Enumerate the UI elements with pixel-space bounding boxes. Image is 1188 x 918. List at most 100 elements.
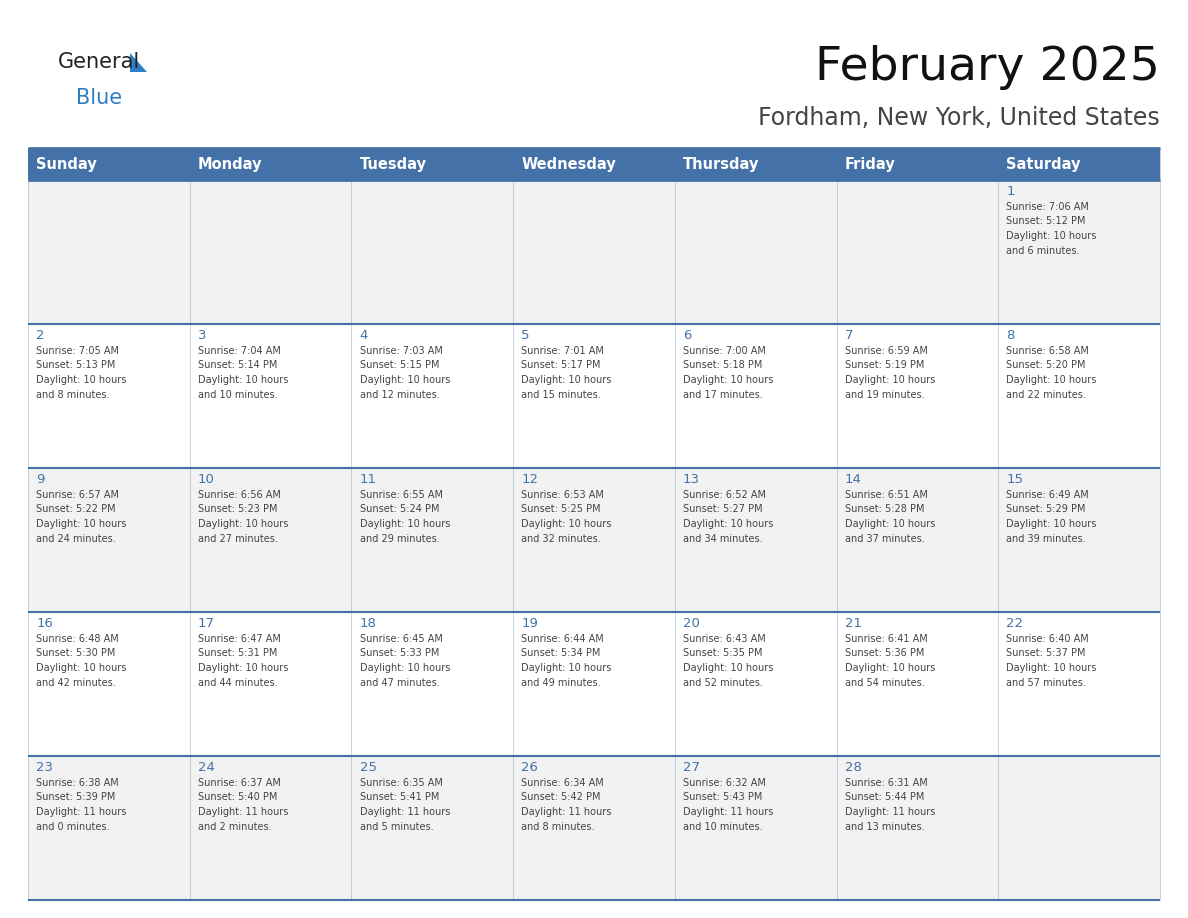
- Text: Sunrise: 7:06 AM: Sunrise: 7:06 AM: [1006, 202, 1089, 212]
- Text: Sunset: 5:40 PM: Sunset: 5:40 PM: [197, 792, 277, 802]
- Bar: [29, 148, 190, 180]
- Text: Daylight: 10 hours: Daylight: 10 hours: [683, 375, 773, 385]
- Text: Sunset: 5:13 PM: Sunset: 5:13 PM: [36, 361, 115, 371]
- Text: February 2025: February 2025: [815, 46, 1159, 91]
- Text: and 29 minutes.: and 29 minutes.: [360, 533, 440, 543]
- Text: Sunset: 5:15 PM: Sunset: 5:15 PM: [360, 361, 440, 371]
- Text: Sunrise: 6:57 AM: Sunrise: 6:57 AM: [36, 490, 119, 500]
- Text: Sunrise: 7:00 AM: Sunrise: 7:00 AM: [683, 346, 766, 356]
- Text: Sunset: 5:31 PM: Sunset: 5:31 PM: [197, 648, 277, 658]
- Text: Sunrise: 6:35 AM: Sunrise: 6:35 AM: [360, 778, 442, 788]
- Text: Sunset: 5:24 PM: Sunset: 5:24 PM: [360, 505, 440, 514]
- Text: and 52 minutes.: and 52 minutes.: [683, 677, 763, 688]
- Text: 1: 1: [1006, 185, 1015, 198]
- Text: and 44 minutes.: and 44 minutes.: [197, 677, 278, 688]
- Text: Sunset: 5:42 PM: Sunset: 5:42 PM: [522, 792, 601, 802]
- Text: Sunrise: 6:40 AM: Sunrise: 6:40 AM: [1006, 634, 1089, 644]
- Text: and 32 minutes.: and 32 minutes.: [522, 533, 601, 543]
- Text: Daylight: 11 hours: Daylight: 11 hours: [683, 807, 773, 817]
- Text: Sunrise: 6:53 AM: Sunrise: 6:53 AM: [522, 490, 605, 500]
- Text: Daylight: 10 hours: Daylight: 10 hours: [522, 519, 612, 529]
- Text: and 0 minutes.: and 0 minutes.: [36, 822, 109, 832]
- Text: and 27 minutes.: and 27 minutes.: [197, 533, 278, 543]
- Text: 6: 6: [683, 329, 691, 342]
- Text: Sunrise: 7:03 AM: Sunrise: 7:03 AM: [360, 346, 442, 356]
- Text: 10: 10: [197, 473, 215, 486]
- Text: Blue: Blue: [76, 88, 122, 108]
- Text: 28: 28: [845, 761, 861, 774]
- Text: 12: 12: [522, 473, 538, 486]
- Text: Sunset: 5:41 PM: Sunset: 5:41 PM: [360, 792, 438, 802]
- Text: Daylight: 10 hours: Daylight: 10 hours: [360, 375, 450, 385]
- Text: Daylight: 10 hours: Daylight: 10 hours: [197, 519, 289, 529]
- Text: Sunrise: 6:38 AM: Sunrise: 6:38 AM: [36, 778, 119, 788]
- Text: 26: 26: [522, 761, 538, 774]
- Text: Sunset: 5:28 PM: Sunset: 5:28 PM: [845, 505, 924, 514]
- Text: Sunset: 5:25 PM: Sunset: 5:25 PM: [522, 505, 601, 514]
- Text: Sunset: 5:44 PM: Sunset: 5:44 PM: [845, 792, 924, 802]
- Text: and 10 minutes.: and 10 minutes.: [683, 822, 763, 832]
- Bar: [190, 148, 352, 180]
- Text: Sunset: 5:43 PM: Sunset: 5:43 PM: [683, 792, 763, 802]
- Text: 15: 15: [1006, 473, 1023, 486]
- Text: Monday: Monday: [197, 156, 263, 172]
- Text: Daylight: 10 hours: Daylight: 10 hours: [1006, 231, 1097, 241]
- Text: Sunset: 5:35 PM: Sunset: 5:35 PM: [683, 648, 763, 658]
- Text: Sunrise: 6:34 AM: Sunrise: 6:34 AM: [522, 778, 604, 788]
- Text: 24: 24: [197, 761, 215, 774]
- Text: Daylight: 10 hours: Daylight: 10 hours: [522, 663, 612, 673]
- Text: Sunrise: 6:49 AM: Sunrise: 6:49 AM: [1006, 490, 1089, 500]
- Text: and 12 minutes.: and 12 minutes.: [360, 389, 440, 399]
- Bar: [998, 148, 1159, 180]
- Text: Sunrise: 7:01 AM: Sunrise: 7:01 AM: [522, 346, 605, 356]
- Text: Daylight: 10 hours: Daylight: 10 hours: [845, 375, 935, 385]
- Text: 13: 13: [683, 473, 700, 486]
- Text: 22: 22: [1006, 617, 1023, 630]
- Text: Daylight: 10 hours: Daylight: 10 hours: [683, 663, 773, 673]
- Bar: [29, 324, 1159, 468]
- Text: Sunrise: 6:47 AM: Sunrise: 6:47 AM: [197, 634, 280, 644]
- Text: and 22 minutes.: and 22 minutes.: [1006, 389, 1086, 399]
- Text: and 2 minutes.: and 2 minutes.: [197, 822, 271, 832]
- Text: 7: 7: [845, 329, 853, 342]
- Bar: [29, 468, 1159, 612]
- Text: Sunset: 5:30 PM: Sunset: 5:30 PM: [36, 648, 115, 658]
- Text: Sunrise: 6:55 AM: Sunrise: 6:55 AM: [360, 490, 442, 500]
- Text: Sunset: 5:33 PM: Sunset: 5:33 PM: [360, 648, 438, 658]
- Text: Daylight: 10 hours: Daylight: 10 hours: [197, 375, 289, 385]
- Text: and 13 minutes.: and 13 minutes.: [845, 822, 924, 832]
- Text: Sunset: 5:14 PM: Sunset: 5:14 PM: [197, 361, 277, 371]
- Text: Daylight: 10 hours: Daylight: 10 hours: [360, 519, 450, 529]
- Text: Friday: Friday: [845, 156, 896, 172]
- Text: 18: 18: [360, 617, 377, 630]
- Text: 16: 16: [36, 617, 53, 630]
- Text: Daylight: 10 hours: Daylight: 10 hours: [683, 519, 773, 529]
- Text: Sunset: 5:34 PM: Sunset: 5:34 PM: [522, 648, 601, 658]
- Text: and 6 minutes.: and 6 minutes.: [1006, 245, 1080, 255]
- Text: Sunset: 5:18 PM: Sunset: 5:18 PM: [683, 361, 763, 371]
- Text: Sunrise: 6:44 AM: Sunrise: 6:44 AM: [522, 634, 604, 644]
- Text: Sunset: 5:23 PM: Sunset: 5:23 PM: [197, 505, 277, 514]
- Text: and 37 minutes.: and 37 minutes.: [845, 533, 924, 543]
- Text: 2: 2: [36, 329, 45, 342]
- Text: Sunday: Sunday: [36, 156, 97, 172]
- Text: Sunrise: 6:51 AM: Sunrise: 6:51 AM: [845, 490, 928, 500]
- Text: and 42 minutes.: and 42 minutes.: [36, 677, 116, 688]
- Text: Sunset: 5:12 PM: Sunset: 5:12 PM: [1006, 217, 1086, 227]
- Text: and 15 minutes.: and 15 minutes.: [522, 389, 601, 399]
- Text: 9: 9: [36, 473, 44, 486]
- Text: Daylight: 10 hours: Daylight: 10 hours: [522, 375, 612, 385]
- Text: and 57 minutes.: and 57 minutes.: [1006, 677, 1086, 688]
- Text: and 5 minutes.: and 5 minutes.: [360, 822, 434, 832]
- Text: and 47 minutes.: and 47 minutes.: [360, 677, 440, 688]
- Text: and 34 minutes.: and 34 minutes.: [683, 533, 763, 543]
- Bar: [29, 756, 1159, 900]
- Text: Sunset: 5:36 PM: Sunset: 5:36 PM: [845, 648, 924, 658]
- Text: 3: 3: [197, 329, 207, 342]
- Text: Daylight: 10 hours: Daylight: 10 hours: [36, 519, 126, 529]
- Text: 8: 8: [1006, 329, 1015, 342]
- Text: Sunrise: 6:56 AM: Sunrise: 6:56 AM: [197, 490, 280, 500]
- Bar: [352, 148, 513, 180]
- Text: and 10 minutes.: and 10 minutes.: [197, 389, 278, 399]
- Text: Sunset: 5:29 PM: Sunset: 5:29 PM: [1006, 505, 1086, 514]
